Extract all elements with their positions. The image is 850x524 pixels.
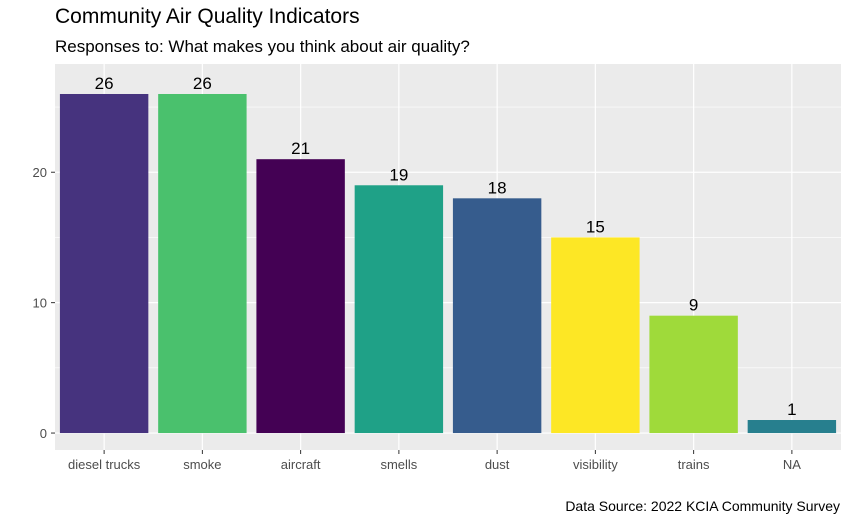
bar-diesel-trucks [59, 93, 149, 434]
bar-aircraft [256, 159, 345, 434]
value-label: 9 [689, 296, 698, 315]
value-label: 18 [488, 178, 507, 197]
y-tick-label: 10 [33, 296, 47, 311]
chart-subtitle: Responses to: What makes you think about… [55, 37, 470, 56]
value-label: 21 [291, 139, 310, 158]
bar-visibility [551, 237, 640, 434]
y-tick-label: 20 [33, 165, 47, 180]
bar-dust [452, 198, 542, 434]
value-label: 19 [389, 165, 408, 184]
y-tick-label: 0 [40, 426, 47, 441]
x-tick-label: NA [783, 457, 801, 472]
value-label: 15 [586, 217, 605, 236]
x-tick-label: trains [678, 457, 710, 472]
x-tick-label: dust [485, 457, 510, 472]
bar-smells [354, 185, 444, 434]
bar-smoke [158, 93, 247, 434]
x-tick-label: visibility [573, 457, 618, 472]
bar-trains [649, 315, 738, 434]
value-label: 26 [95, 74, 114, 93]
x-tick-label: diesel trucks [68, 457, 141, 472]
bar-na [747, 420, 837, 434]
value-label: 1 [787, 400, 796, 419]
x-tick-label: smells [380, 457, 417, 472]
value-label: 26 [193, 74, 212, 93]
chart-caption: Data Source: 2022 KCIA Community Survey [565, 498, 840, 514]
x-tick-label: aircraft [281, 457, 321, 472]
chart-title: Community Air Quality Indicators [55, 5, 360, 28]
x-tick-label: smoke [183, 457, 221, 472]
